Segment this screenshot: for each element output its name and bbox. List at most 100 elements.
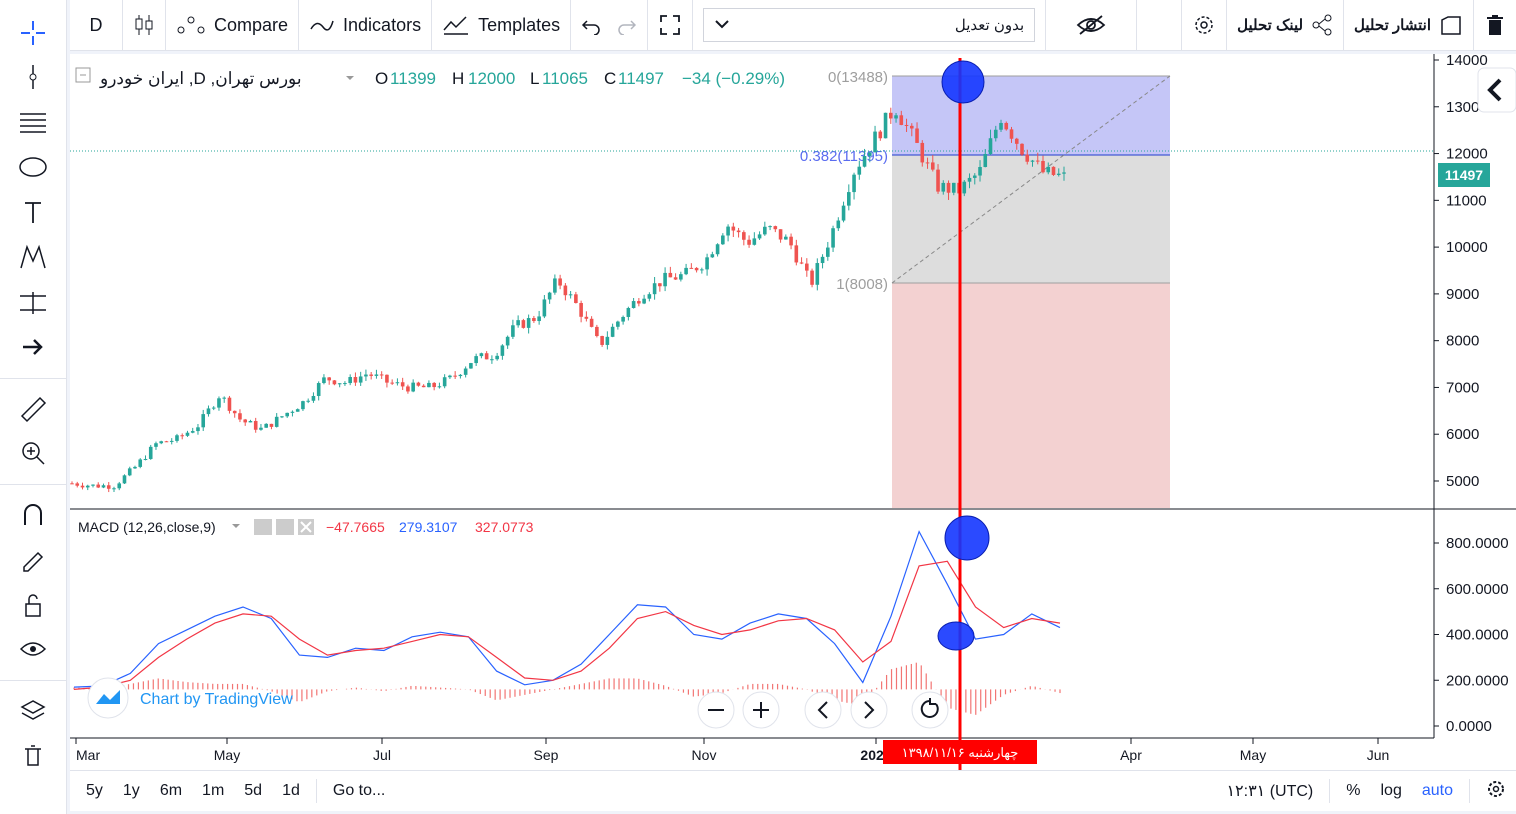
scroll-left-button[interactable] bbox=[804, 691, 842, 729]
fullscreen-button[interactable] bbox=[648, 0, 694, 50]
candle-body bbox=[106, 485, 111, 489]
chart-settings-button[interactable] bbox=[1476, 779, 1516, 804]
undo-icon[interactable] bbox=[581, 15, 601, 35]
text-icon[interactable] bbox=[16, 196, 50, 230]
layers-icon[interactable] bbox=[16, 694, 50, 728]
trash-icon[interactable] bbox=[16, 738, 50, 772]
macd-settings-icon[interactable] bbox=[276, 519, 294, 535]
candle-body bbox=[684, 267, 688, 275]
candle-body bbox=[794, 245, 799, 263]
chart-svg[interactable]: 0(13488) 0.382(11395) 1(8008) 5000 6000 70… bbox=[70, 52, 1516, 770]
compare-button[interactable]: Compare bbox=[166, 0, 300, 50]
macd-chevron-icon[interactable] bbox=[232, 524, 240, 528]
candle-body bbox=[547, 292, 552, 300]
scroll-right-button[interactable] bbox=[850, 691, 888, 729]
candle-body bbox=[873, 131, 877, 153]
top-toolbar: D Compare Indicators Templates بدون تعدی… bbox=[70, 0, 1516, 51]
highlight-circle-price[interactable] bbox=[941, 60, 985, 104]
candle-body bbox=[899, 115, 904, 125]
candle-body bbox=[211, 407, 216, 409]
delete-button[interactable] bbox=[1474, 0, 1516, 50]
crosshair-icon[interactable] bbox=[16, 16, 50, 50]
candle-body bbox=[358, 376, 363, 383]
highlight-circle-macd[interactable] bbox=[944, 515, 990, 561]
candle-body bbox=[826, 247, 830, 257]
macd-visibility-icon[interactable] bbox=[254, 519, 272, 535]
macd-line bbox=[73, 530, 1061, 688]
log-toggle[interactable]: log bbox=[1380, 782, 1402, 799]
candle-body bbox=[731, 226, 736, 231]
macd-hist-value: −47.7665 bbox=[326, 519, 385, 535]
candle-body bbox=[379, 374, 384, 376]
indicators-icon bbox=[309, 15, 335, 35]
adjustment-select[interactable]: بدون تعدیل bbox=[703, 8, 1036, 42]
fib-retracement[interactable]: 0(13488) 0.382(11395) 1(8008) bbox=[800, 69, 1171, 508]
candle-body bbox=[348, 377, 352, 384]
indicators-button[interactable]: Indicators bbox=[299, 0, 433, 50]
time-axis[interactable]: Mar May Jul Sep Nov 2020 Apr May Jun bbox=[75, 738, 1389, 763]
candle-body bbox=[694, 267, 699, 271]
candle-body bbox=[705, 257, 709, 270]
range-1d[interactable]: 1d bbox=[282, 782, 300, 799]
pattern-icon[interactable] bbox=[16, 240, 50, 274]
right-panel-toggle[interactable] bbox=[1477, 67, 1516, 113]
ruler-icon[interactable] bbox=[16, 392, 50, 426]
symbol-title[interactable]: ایران خودرو ,D ,بورس تهران bbox=[99, 69, 302, 89]
macd-title[interactable]: MACD (12,26,close,9) bbox=[78, 519, 216, 535]
compare-icon bbox=[176, 14, 206, 36]
candle-body bbox=[647, 294, 652, 299]
interval-button[interactable]: D bbox=[70, 0, 123, 50]
time-axis-label: May bbox=[214, 747, 240, 763]
timezone-clock[interactable]: ۱۲:۳۱ (UTC) bbox=[1226, 783, 1314, 800]
zoom-icon[interactable] bbox=[16, 436, 50, 470]
range-6m[interactable]: 6m bbox=[159, 782, 183, 799]
zoom-out-button[interactable] bbox=[697, 691, 735, 729]
arrow-icon[interactable] bbox=[16, 330, 50, 364]
candle-body bbox=[568, 294, 573, 296]
unlock-icon[interactable] bbox=[16, 588, 50, 622]
ellipse-icon[interactable] bbox=[16, 150, 50, 184]
settings-button[interactable] bbox=[1181, 0, 1228, 50]
price-axis[interactable]: 5000 6000 7000 8000 9000 10000 11000 12000 13000… bbox=[1434, 52, 1509, 735]
share-link-button[interactable]: لینک تحلیل bbox=[1227, 0, 1345, 50]
collapse-legend-icon[interactable] bbox=[75, 67, 91, 83]
range-1m[interactable]: 1m bbox=[202, 782, 225, 799]
range-5y[interactable]: 5y bbox=[86, 782, 103, 799]
magnet-icon[interactable] bbox=[16, 498, 50, 532]
open-label: O bbox=[375, 69, 388, 88]
candle-body bbox=[448, 375, 452, 378]
zoom-in-button[interactable] bbox=[742, 691, 780, 729]
trend-line-icon[interactable] bbox=[16, 60, 50, 94]
eye-icon[interactable] bbox=[16, 632, 50, 666]
range-1y[interactable]: 1y bbox=[122, 782, 140, 799]
redo-icon[interactable] bbox=[617, 15, 637, 35]
percent-toggle[interactable]: % bbox=[1346, 782, 1361, 799]
time-axis-label: Sep bbox=[534, 747, 559, 763]
candle-body bbox=[248, 420, 253, 423]
hide-button[interactable] bbox=[1045, 0, 1138, 50]
candle-body bbox=[432, 382, 436, 388]
candle-body bbox=[385, 374, 389, 383]
macd-pane[interactable] bbox=[73, 530, 1061, 715]
time-axis-label: May bbox=[1240, 747, 1266, 763]
chart-type-button[interactable] bbox=[123, 0, 166, 50]
candle-body bbox=[710, 254, 715, 258]
prediction-icon[interactable] bbox=[16, 286, 50, 320]
horizontal-lines-icon[interactable] bbox=[16, 105, 50, 139]
candle-body bbox=[663, 272, 667, 287]
main-legend: ایران خودرو ,D ,بورس تهران O 11399 H 120… bbox=[75, 67, 785, 89]
candlestick-series[interactable] bbox=[70, 107, 1066, 493]
range-5d[interactable]: 5d bbox=[244, 782, 263, 799]
reset-chart-button[interactable] bbox=[911, 691, 949, 729]
auto-toggle[interactable]: auto bbox=[1421, 782, 1453, 799]
highlight-circle-histogram[interactable] bbox=[937, 621, 975, 651]
lock-drawings-icon[interactable] bbox=[16, 542, 50, 576]
tradingview-watermark[interactable]: Chart by TradingView bbox=[87, 677, 293, 719]
publish-button[interactable]: انتشار تحلیل bbox=[1344, 0, 1474, 50]
chart-area[interactable]: 0(13488) 0.382(11395) 1(8008) 5000 6000 70… bbox=[70, 52, 1516, 770]
candle-body bbox=[836, 220, 841, 229]
symbol-chevron-icon[interactable] bbox=[346, 76, 354, 80]
goto-button[interactable]: Go to... bbox=[332, 782, 386, 799]
candle-body bbox=[962, 181, 967, 194]
templates-button[interactable]: Templates bbox=[432, 0, 572, 50]
